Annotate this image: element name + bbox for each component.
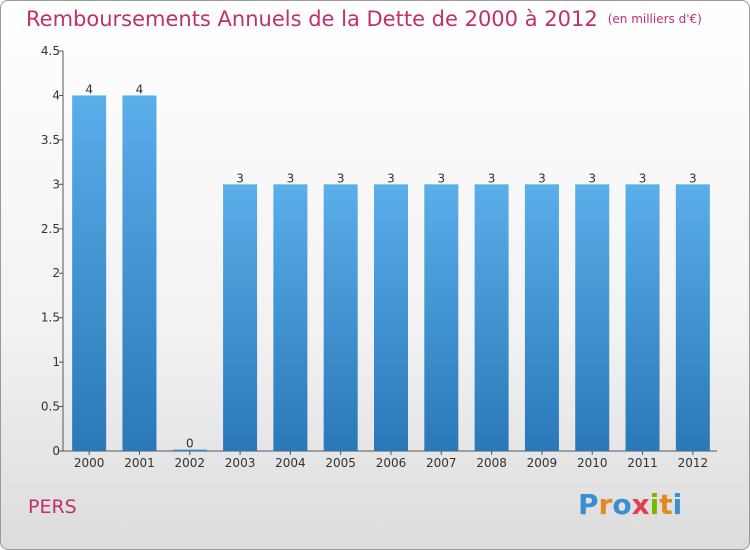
bar-value-label: 3 [689,171,697,185]
y-tick-label: 0 [52,444,60,458]
x-tick-label: 2004 [275,456,306,470]
bar-value-label: 3 [236,171,244,185]
x-tick-label: 2012 [678,456,709,470]
bar [374,184,408,452]
bar [72,95,107,451]
bar [424,184,459,452]
chart-title-text: Remboursements Annuels de la Dette de 20… [26,7,598,31]
x-tick-label: 2005 [325,456,356,470]
logo-letter: i [649,488,660,521]
logo-letter: x [631,488,650,521]
bar [474,184,509,452]
logo-letter: o [612,488,632,521]
logo-letter: t [659,488,673,521]
y-tick-label: 1.5 [41,311,60,325]
bar [223,184,258,452]
logo-letter: P [578,488,599,521]
bar-value-label: 4 [136,82,144,96]
bar [323,184,358,452]
bar-value-label: 3 [639,171,647,185]
logo-letter: i [672,488,683,521]
x-tick-label: 2000 [74,456,105,470]
bar-value-label: 3 [437,171,445,185]
y-tick-label: 3.5 [41,133,60,147]
y-tick-label: 4 [52,88,60,102]
x-tick-label: 2006 [376,456,407,470]
x-tick-label: 2003 [225,456,256,470]
x-tick-label: 2001 [124,456,155,470]
bar-value-label: 4 [85,82,93,96]
bar-value-label: 3 [488,171,496,185]
bar-value-label: 3 [588,171,596,185]
x-tick-label: 2009 [527,456,558,470]
bar [625,184,660,452]
y-tick-label: 2 [52,266,60,280]
bar [172,449,207,451]
bar [524,184,559,452]
bar-value-label: 3 [287,171,295,185]
y-tick-label: 4.5 [41,44,60,58]
commune-name: PERS [28,496,77,518]
x-tick-label: 2008 [476,456,507,470]
bar-value-label: 0 [186,437,194,451]
bar-value-label: 3 [538,171,546,185]
bar [122,95,157,451]
bar [575,184,610,452]
bar [675,184,710,452]
logo-letter: r [598,488,613,521]
bar-value-label: 3 [387,171,395,185]
x-tick-label: 2010 [577,456,608,470]
y-tick-label: 1 [52,355,60,369]
x-tick-label: 2002 [174,456,205,470]
proxiti-logo: Proxiti [578,488,682,521]
x-tick-label: 2011 [627,456,658,470]
bar [273,184,308,452]
x-tick-label: 2007 [426,456,457,470]
bar-value-label: 3 [337,171,345,185]
y-tick-label: 3 [52,177,60,191]
chart-unit: (en milliers d'€) [607,12,702,26]
chart-title: Remboursements Annuels de la Dette de 20… [26,7,702,31]
y-tick-label: 2.5 [41,222,60,236]
y-tick-label: 0.5 [41,400,60,414]
